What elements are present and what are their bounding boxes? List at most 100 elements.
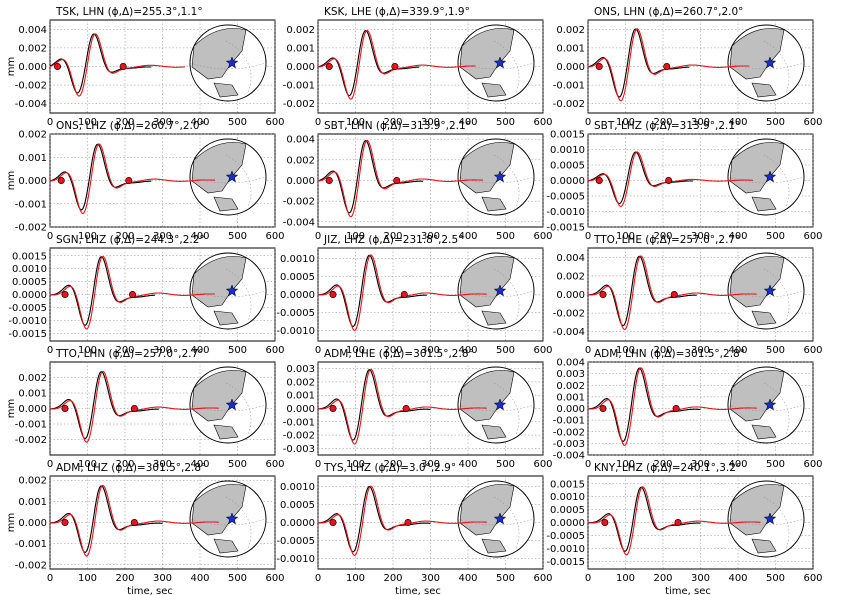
globe-meridian (763, 40, 790, 94)
globe-meridian (763, 382, 790, 436)
x-tick-label: 600 (265, 459, 284, 470)
y-tick-label: -0.0015 (546, 223, 585, 234)
x-tick-label: 100 (616, 459, 635, 470)
epicenter-star-icon (763, 398, 777, 411)
globe-inset (189, 138, 267, 216)
x-tick-label: 400 (458, 459, 477, 470)
x-tick-label: 600 (533, 231, 552, 242)
x-tick-label: 0 (585, 573, 591, 584)
australia-landmass (481, 310, 507, 326)
x-tick-label: 200 (115, 573, 134, 584)
x-tick-label: 600 (533, 117, 552, 128)
x-axis-label: time, sec (127, 586, 173, 595)
globe-inset (727, 138, 805, 216)
epicenter-star-icon (493, 284, 507, 297)
globe-parallel (189, 176, 267, 184)
y-tick-label: 0.000 (286, 176, 315, 187)
window-marker (119, 62, 127, 70)
x-tick-label: 600 (803, 117, 822, 128)
x-tick-label: 200 (383, 459, 402, 470)
y-tick-label: -0.004 (15, 99, 47, 110)
x-tick-label: 600 (803, 231, 822, 242)
x-tick-label: 500 (228, 573, 247, 584)
y-tick-label: 0.0000 (280, 518, 315, 529)
globe-parallel (727, 62, 805, 70)
y-tick-label: -0.001 (15, 199, 47, 210)
x-tick-label: 200 (653, 573, 672, 584)
x-tick-label: 500 (228, 345, 247, 356)
epicenter-star-icon (225, 170, 239, 183)
y-tick-label: -0.004 (283, 217, 315, 228)
x-tick-label: 400 (458, 345, 477, 356)
x-tick-label: 600 (533, 345, 552, 356)
globe-parallel (727, 404, 805, 412)
x-tick-label: 0 (47, 231, 53, 242)
australia-landmass (213, 196, 239, 212)
australia-landmass (213, 538, 239, 554)
globe-inset (457, 366, 535, 444)
x-tick-label: 100 (616, 345, 635, 356)
globe-inset (457, 24, 535, 102)
x-tick-label: 200 (115, 117, 134, 128)
x-tick-label: 100 (616, 231, 635, 242)
y-tick-label: -0.002 (15, 560, 47, 571)
y-tick-label: 0.0015 (550, 130, 585, 141)
y-tick-label: 0.004 (18, 25, 47, 36)
y-tick-label: 0.0005 (280, 500, 315, 511)
x-tick-label: 400 (728, 117, 747, 128)
x-tick-label: 600 (265, 231, 284, 242)
epicenter-star-icon (225, 56, 239, 69)
y-tick-label: 0.0015 (12, 251, 47, 262)
australia-landmass (213, 310, 239, 326)
y-tick-label: 0.001 (18, 153, 47, 164)
window-marker (57, 177, 65, 185)
window-marker (61, 290, 69, 298)
synthetic-trace (318, 368, 487, 445)
x-tick-label: 0 (315, 345, 321, 356)
y-tick-label: 0.0010 (550, 492, 585, 503)
y-tick-label: -0.002 (15, 223, 47, 234)
y-tick-label: 0.004 (556, 358, 585, 369)
y-tick-label: -0.002 (553, 309, 585, 320)
window-marker (125, 177, 133, 185)
window-marker (329, 518, 337, 526)
x-tick-label: 300 (153, 117, 172, 128)
y-tick-label: -0.0005 (276, 308, 315, 319)
y-tick-label: -0.0005 (546, 531, 585, 542)
x-tick-label: 200 (383, 231, 402, 242)
globe-meridian (225, 154, 252, 208)
x-tick-label: 0 (47, 459, 53, 470)
x-tick-label: 300 (691, 231, 710, 242)
y-tick-label: 0.000 (556, 404, 585, 415)
x-tick-label: 300 (153, 231, 172, 242)
subplot-title: KNY, LHZ (ϕ,Δ)=240.1°,3.2° (594, 462, 741, 474)
observed-trace (49, 371, 159, 440)
globe-meridian (493, 382, 520, 436)
x-tick-label: 0 (585, 117, 591, 128)
subplot-7: 0.0015 0.0010 0.0005 0.0000 -0.0005 -0.0010 -0… (8, 234, 284, 356)
globe-meridian (225, 40, 252, 94)
x-tick-label: 300 (421, 117, 440, 128)
y-tick-label: -0.001 (553, 416, 585, 427)
y-tick-label: 0.002 (286, 377, 315, 388)
y-tick-label: 0.000 (18, 518, 47, 529)
x-tick-label: 0 (585, 231, 591, 242)
globe-meridian (493, 268, 520, 322)
epicenter-star-icon (225, 512, 239, 525)
globe-inset (189, 366, 267, 444)
x-tick-label: 500 (766, 231, 785, 242)
epicenter-star-icon (763, 284, 777, 297)
y-tick-label: 0.0005 (12, 277, 47, 288)
y-tick-label: -0.002 (15, 81, 47, 92)
x-tick-label: 300 (153, 459, 172, 470)
subplot-title: ADM, LHN (ϕ,Δ)=301.5°,2.8° (594, 348, 745, 360)
epicenter-star-icon (493, 170, 507, 183)
y-tick-label: -0.004 (553, 451, 585, 462)
y-tick-label: -0.0005 (276, 536, 315, 547)
window-marker (595, 62, 603, 70)
y-tick-label: -0.0005 (546, 192, 585, 203)
subplot-title: ADM, LHZ (ϕ,Δ)=301.5°,2.8° (56, 462, 206, 474)
